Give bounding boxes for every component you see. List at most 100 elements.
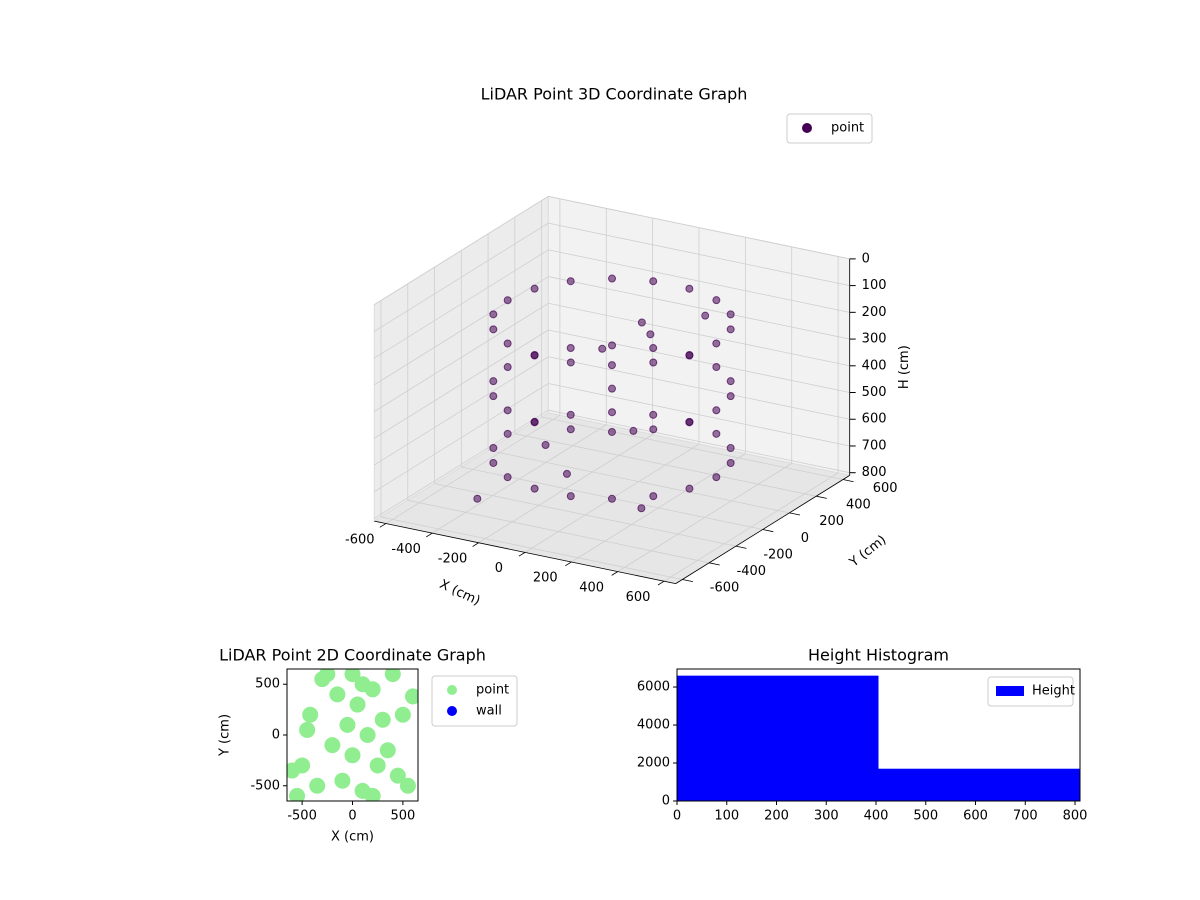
x-tick-label: 0 <box>348 809 356 824</box>
point <box>562 469 571 478</box>
point <box>503 339 512 348</box>
legend-marker <box>802 123 812 133</box>
point <box>726 377 735 386</box>
y-tick-label: -200 <box>763 547 793 562</box>
y-tick-label: 6000 <box>637 680 670 695</box>
y-tick-label: -600 <box>710 581 740 596</box>
y-tick-label: 2000 <box>637 756 670 771</box>
point <box>384 669 401 683</box>
grid-line <box>374 222 549 332</box>
point <box>299 721 316 738</box>
x-tick-label: 500 <box>913 809 938 824</box>
point <box>503 406 512 415</box>
point <box>473 494 482 503</box>
tick-mark <box>735 545 747 549</box>
point <box>607 494 616 503</box>
point <box>726 458 735 467</box>
point <box>685 418 694 427</box>
legend-box <box>786 113 873 144</box>
point <box>359 727 376 743</box>
point <box>503 473 512 482</box>
legend-box <box>987 676 1074 707</box>
point <box>530 484 539 493</box>
point <box>309 777 326 794</box>
x-tick-label: 300 <box>814 809 839 824</box>
legend-marker <box>996 686 1024 696</box>
grid-line <box>548 302 850 367</box>
point <box>566 425 575 434</box>
point <box>489 458 498 467</box>
point <box>302 706 319 723</box>
point <box>319 669 336 683</box>
plot-area <box>287 669 418 801</box>
bar <box>677 675 879 801</box>
point <box>344 669 361 683</box>
point <box>607 361 616 370</box>
tick-mark <box>565 561 572 567</box>
point <box>379 742 396 759</box>
point <box>489 377 498 386</box>
y-tick-label: 0 <box>801 531 809 546</box>
point <box>726 325 735 334</box>
point <box>489 310 498 319</box>
tick-mark <box>472 542 479 547</box>
tick-mark <box>518 552 526 557</box>
z-tick-label: 300 <box>862 332 887 347</box>
point <box>712 429 721 438</box>
z-tick-label: 600 <box>862 412 887 427</box>
point <box>566 344 575 353</box>
point <box>334 772 351 789</box>
x-axis-label: X (cm) <box>437 577 482 609</box>
grid-line <box>374 276 549 386</box>
point <box>369 757 386 774</box>
point <box>607 427 616 436</box>
point <box>354 676 371 693</box>
z-axis-label: H (cm) <box>897 345 912 389</box>
y-tick-label: 500 <box>255 677 280 692</box>
x-tick-label: 600 <box>626 590 651 605</box>
grid-line <box>548 276 850 340</box>
tick-mark <box>842 479 854 483</box>
grid-line <box>374 302 549 412</box>
point <box>503 363 512 372</box>
point <box>701 311 710 320</box>
x-tick-label: 200 <box>533 571 558 586</box>
grid-line <box>374 409 549 519</box>
y-axis-label: Y (cm) <box>846 533 889 571</box>
legend-label: Height <box>1032 684 1075 699</box>
point <box>637 318 646 327</box>
grid-line <box>374 329 549 439</box>
z-tick-label: 800 <box>862 465 887 480</box>
grid-line <box>407 499 710 564</box>
chart-title: LiDAR Point 2D Coordinate Graph <box>219 646 486 665</box>
y-tick-label: 600 <box>873 481 898 496</box>
point <box>349 696 366 713</box>
point <box>489 392 498 401</box>
point <box>712 363 721 372</box>
point <box>649 277 658 286</box>
bar <box>878 768 1080 801</box>
grid-line <box>380 516 683 580</box>
y-axis-label: Y (cm) <box>218 714 233 757</box>
grid-line <box>548 383 850 447</box>
point <box>394 706 411 723</box>
tick-mark <box>709 562 720 566</box>
point <box>649 410 658 419</box>
grid-line <box>548 195 850 260</box>
point <box>649 358 658 367</box>
point <box>530 418 539 427</box>
x-tick-label: 700 <box>1013 809 1038 824</box>
y-tick-label: -400 <box>737 564 767 579</box>
z-tick-label: 400 <box>862 358 887 373</box>
point <box>598 344 607 353</box>
tick-mark <box>682 579 694 583</box>
x-axis-line <box>374 520 676 585</box>
point <box>399 777 416 794</box>
point <box>339 716 356 733</box>
point <box>726 310 735 319</box>
y-tick-label: 0 <box>662 794 670 809</box>
grid-line <box>488 449 790 514</box>
point <box>541 440 550 449</box>
tick-mark <box>611 571 618 576</box>
grid-line <box>374 196 549 305</box>
